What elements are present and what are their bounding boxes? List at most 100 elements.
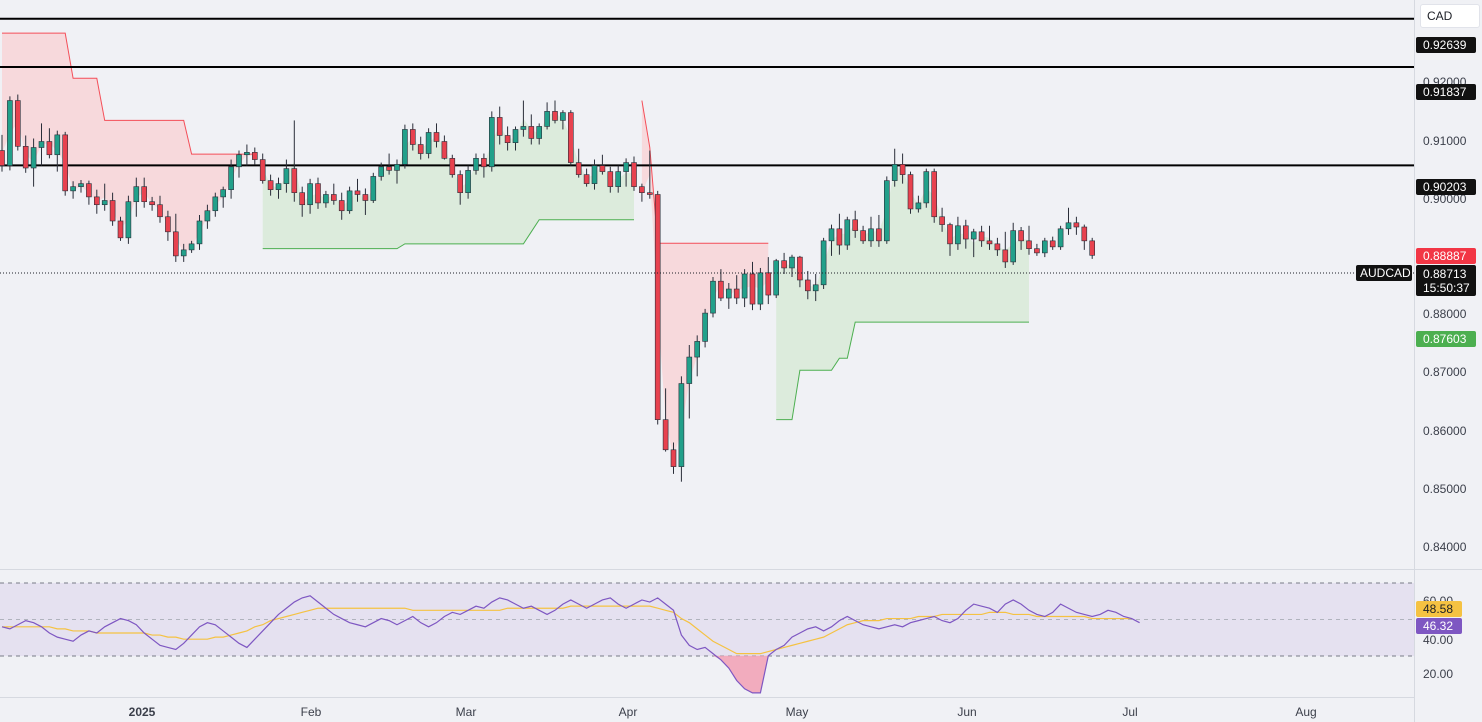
horizontal-levels[interactable] (0, 17, 1414, 167)
candle-body (994, 243, 1001, 251)
candle-body (662, 419, 669, 451)
rsi-ma-tag: 48.58 (1416, 601, 1462, 617)
candle-body (939, 216, 945, 225)
candle-body (354, 190, 361, 195)
candle-2025-05-12 (852, 210, 859, 238)
stop-lower-tag-text: 0.87603 (1423, 332, 1467, 346)
candle-body (1042, 240, 1048, 254)
candle-2025-05-16 (883, 176, 890, 244)
candle-2025-04-04 (646, 150, 653, 199)
candle-body (607, 171, 614, 187)
candle-body (1002, 249, 1009, 263)
x-label-jun: Jun (957, 705, 976, 719)
rsi-y-tick-40: 40.00 (1423, 633, 1453, 647)
candle-2025-01-31 (291, 120, 298, 202)
bar-countdown: 15:50:37 (1423, 281, 1470, 295)
candle-2025-01-17 (212, 192, 219, 217)
candle-2025-02-20 (402, 124, 408, 169)
candle-body (54, 134, 61, 156)
candle-body (781, 260, 787, 269)
candle-2025-02-06 (323, 190, 329, 208)
candle-2025-01-16 (204, 204, 211, 229)
candle-body (725, 288, 732, 299)
candle-2025-06-02 (970, 228, 977, 258)
candle-body (307, 183, 313, 206)
candle-2024-12-16 (22, 135, 29, 173)
candle-2025-05-19 (891, 148, 898, 187)
candle-2025-05-27 (939, 207, 945, 232)
candle-body (560, 112, 566, 121)
currency-label[interactable]: CAD (1420, 4, 1480, 28)
candle-undefined (1042, 237, 1048, 258)
rsi-ma-tag-text: 48.58 (1423, 602, 1453, 616)
candle-body (1018, 230, 1024, 242)
candle-2025-04-01 (623, 158, 629, 187)
candle-2025-03-20 (560, 110, 566, 130)
candle-2025-02-25 (425, 128, 432, 159)
candle-undefined (1049, 236, 1056, 250)
candle-2025-03-24 (575, 148, 582, 178)
candle-body (315, 183, 321, 204)
candle-2025-04-08 (662, 388, 669, 452)
candle-2025-06-06 (1002, 231, 1009, 268)
candle-body (686, 356, 693, 384)
candle-2025-02-13 (362, 188, 369, 215)
candle-body (299, 192, 306, 206)
candle-2025-03-28 (607, 166, 614, 193)
candle-2025-06-11 (1026, 225, 1032, 255)
candle-body (978, 231, 985, 242)
candle-body (1073, 222, 1080, 228)
candle-2025-03-10 (496, 106, 503, 145)
candle-body (836, 228, 843, 246)
candle-body (338, 200, 345, 212)
candle-2025-03-31 (615, 165, 622, 193)
candle-2025-01-15 (196, 214, 203, 250)
candle-undefined (1065, 207, 1072, 235)
candle-2024-12-19 (46, 128, 53, 159)
y-tick-0.87000: 0.87000 (1423, 365, 1467, 379)
candle-2025-03-04 (465, 165, 471, 199)
candle-2025-02-04 (307, 178, 313, 214)
candle-body (441, 141, 448, 159)
candle-body (868, 228, 874, 242)
candle-2025-04-10 (678, 376, 685, 482)
candle-2025-05-07 (828, 224, 835, 256)
candle-body (78, 183, 84, 187)
candle-body (149, 201, 155, 206)
candle-2025-01-21 (228, 159, 234, 199)
candle-body (718, 280, 724, 299)
level-tag-0.92639-text: 0.92639 (1423, 38, 1467, 52)
candle-2025-04-07 (654, 190, 661, 425)
stop-zones (2, 32, 1029, 459)
candle-body (157, 204, 163, 218)
candle-body (38, 141, 45, 148)
candle-2025-01-07 (149, 196, 155, 211)
candle-body (394, 164, 400, 171)
level-tag-0.90203: 0.90203 (1416, 179, 1476, 195)
candle-body (955, 225, 961, 245)
candle-body (1049, 240, 1056, 248)
candle-2024-12-25 (78, 180, 84, 193)
candle-2025-05-26 (931, 168, 938, 223)
candle-body (512, 129, 519, 144)
rsi-oversold-fill (713, 655, 769, 693)
candle-body (1057, 228, 1064, 248)
candle-body (283, 168, 290, 184)
candle-body (639, 186, 645, 193)
candle-2024-12-26 (86, 180, 92, 205)
x-label-jul: Jul (1122, 705, 1137, 719)
y-tick-0.90000: 0.90000 (1423, 192, 1467, 206)
candle-2025-06-09 (1010, 222, 1017, 265)
candle-2025-02-17 (378, 162, 385, 181)
candle-2025-01-13 (180, 243, 187, 262)
candle-2025-05-05 (812, 273, 819, 302)
time-axis[interactable]: 2025 Feb Mar Apr May Jun Jul Aug (129, 705, 1317, 719)
candle-body (15, 100, 21, 147)
candle-body (536, 126, 543, 139)
rsi-value-tag: 46.32 (1416, 618, 1462, 634)
candle-body (425, 132, 432, 154)
price-axis[interactable]: 0.92000 0.91000 0.90000 0.88000 0.87000 … (1416, 37, 1476, 681)
support-zone-2-fill (776, 167, 1029, 420)
candle-2025-04-28 (773, 258, 780, 299)
